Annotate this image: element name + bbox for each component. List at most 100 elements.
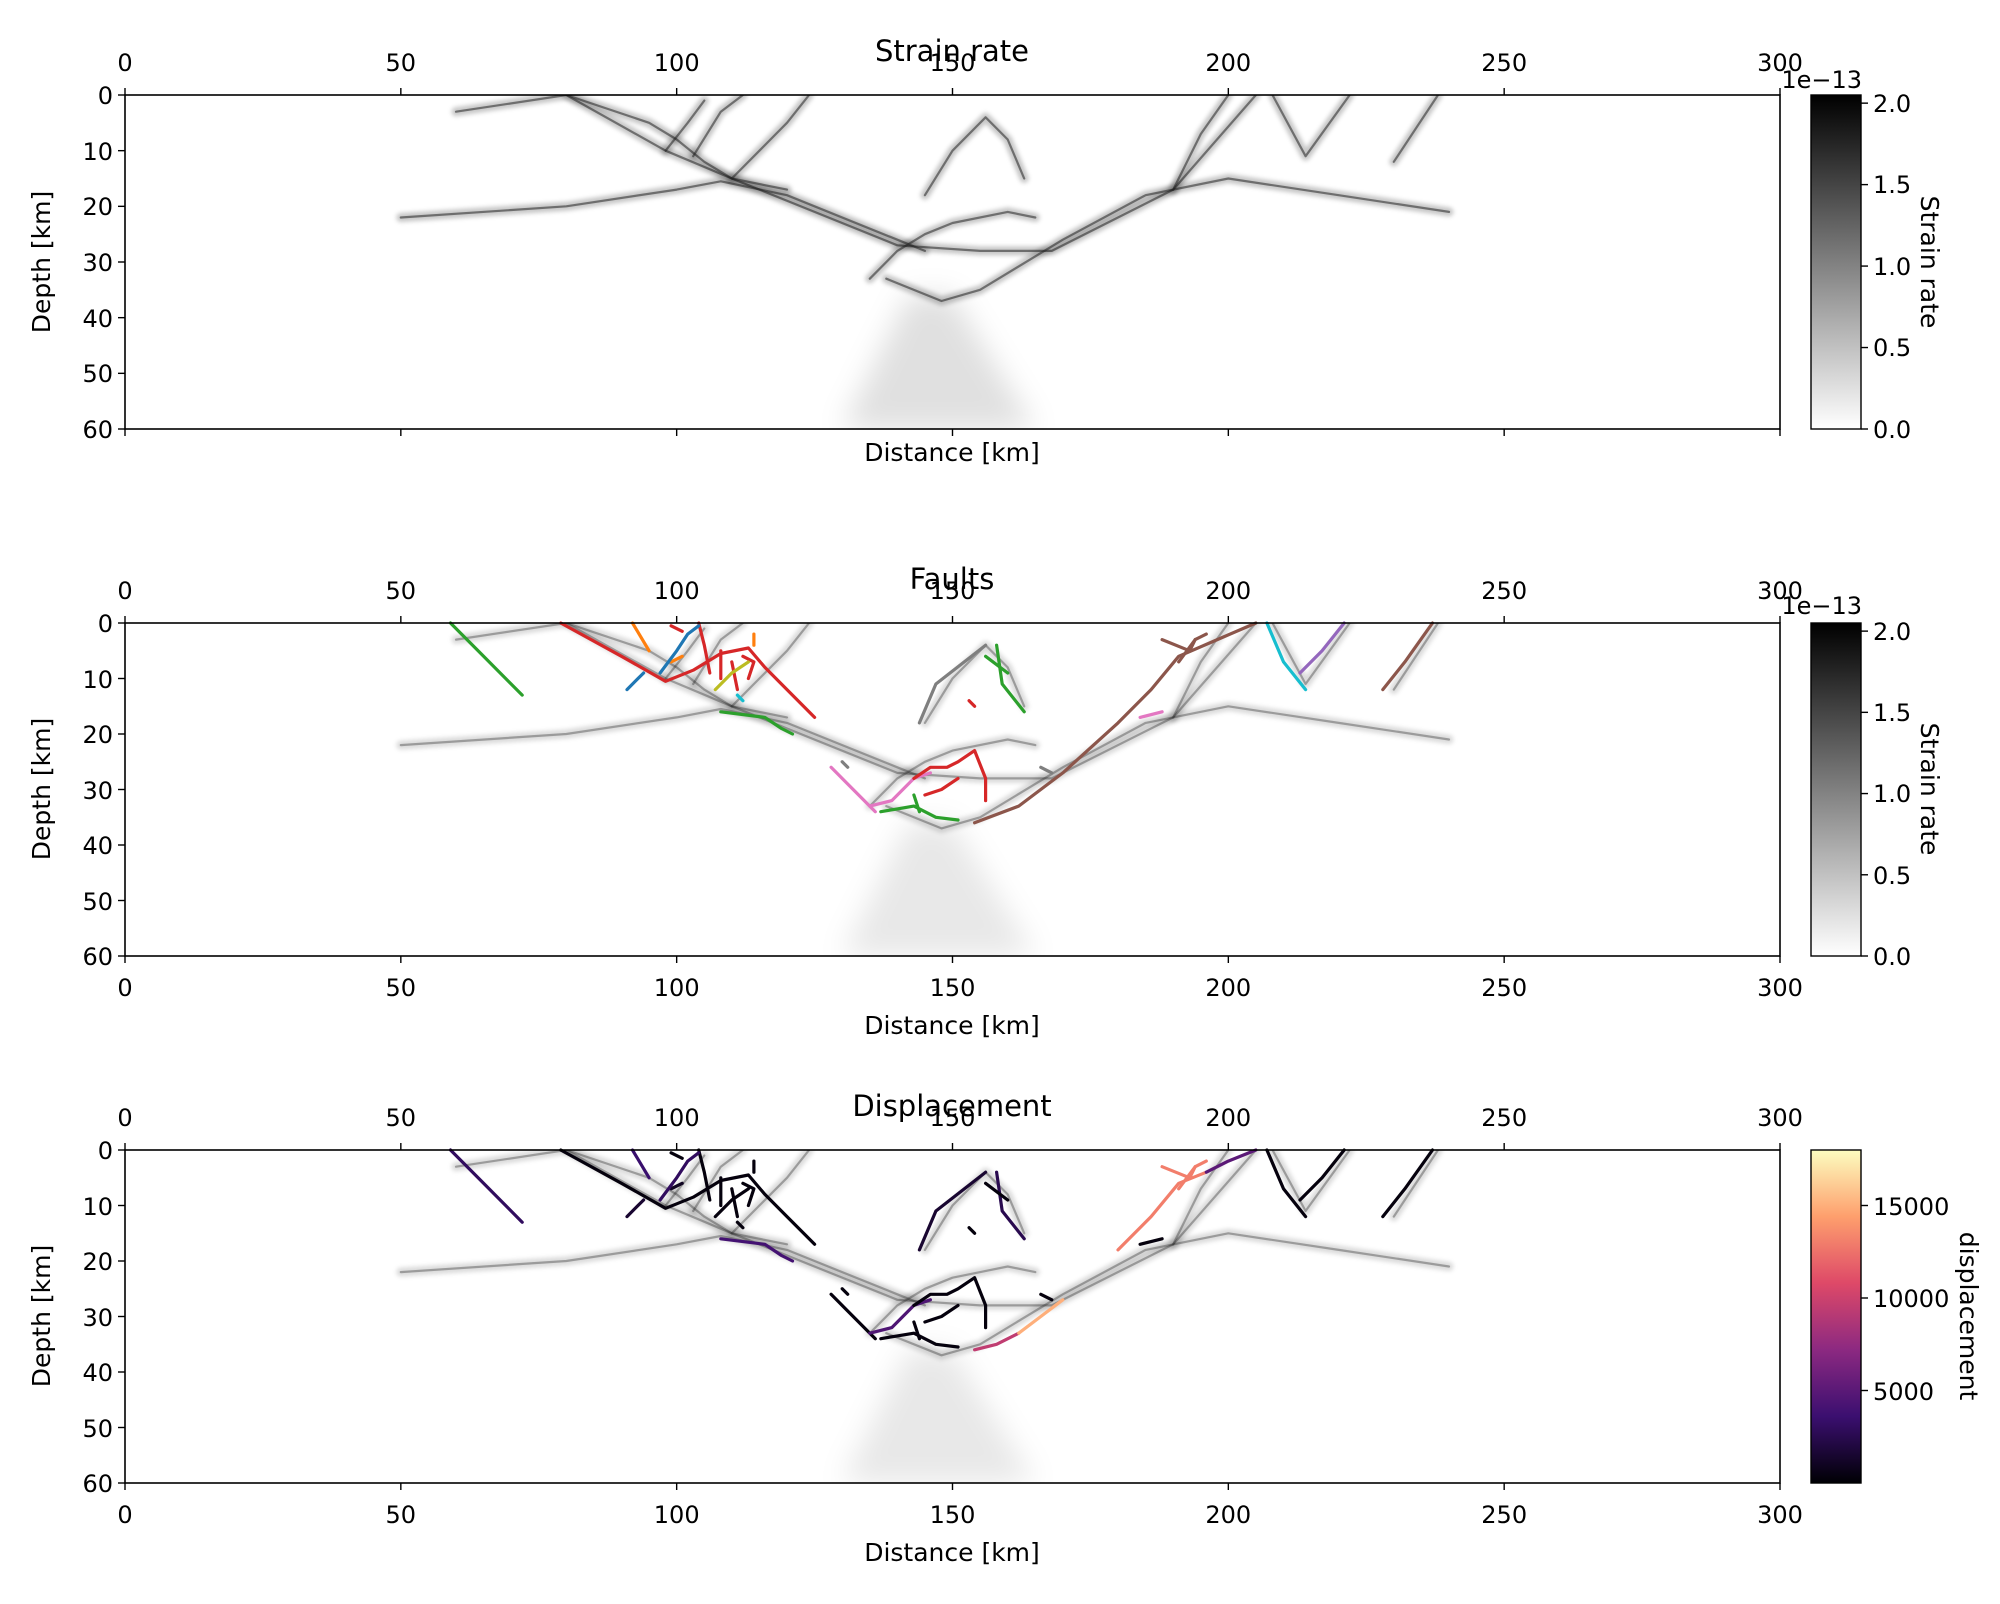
fault-line [1265, 621, 1308, 692]
fault-line [973, 621, 1258, 825]
shear-band [454, 95, 1257, 252]
x-tick-label-top: 250 [1481, 49, 1527, 77]
colorbar-tick-label: 1.5 [1873, 699, 1911, 727]
fault-line [912, 793, 921, 814]
fault-line [829, 765, 877, 814]
x-axis-top: 0 50 100 150 200 250 300 [117, 577, 1803, 605]
shear-band [454, 623, 1257, 780]
fault-line [1265, 1148, 1308, 1219]
y-tick-label: 40 [82, 832, 113, 860]
y-axis-label: Depth [km] [27, 191, 56, 333]
shear-band [1392, 623, 1440, 691]
x-tick-label-top: 0 [117, 1104, 132, 1132]
x-tick-label-top: 150 [930, 1104, 976, 1132]
y-tick-label: 30 [82, 249, 113, 277]
colorbar-tick-label: 10000 [1873, 1285, 1949, 1313]
shear-band-halo [396, 1231, 930, 1310]
shear-band [664, 99, 706, 152]
shear-band [730, 95, 811, 180]
x-tick-label-top: 150 [930, 49, 976, 77]
x-tick-label: 300 [1757, 1501, 1803, 1529]
strain-background [396, 623, 1454, 956]
shear-band-halo [451, 1150, 1261, 1310]
x-tick-label: 250 [1481, 974, 1527, 1002]
shear-band [923, 116, 1026, 197]
x-tick-label-top: 50 [386, 1104, 417, 1132]
chart-title: Displacement [852, 1089, 1051, 1123]
shear-band-halo [451, 623, 1261, 783]
y-tick-label: 50 [82, 360, 113, 388]
fault-line [868, 1298, 932, 1335]
colorbar-tick-label: 1.5 [1873, 171, 1911, 199]
x-tick-label-top: 100 [654, 577, 700, 605]
fault-line [1039, 765, 1054, 775]
shear-band [1392, 1150, 1440, 1218]
shear-band [1271, 95, 1351, 158]
y-axis: 0 10 20 30 40 50 60 Depth [km] [27, 610, 113, 971]
x-tick-label-top: 200 [1205, 49, 1251, 77]
x-tick-label-top: 300 [1757, 577, 1803, 605]
fault-line [984, 1181, 1010, 1202]
fault-line [730, 660, 739, 692]
fault-line [713, 660, 750, 692]
chart-title: Strain rate [875, 34, 1029, 68]
fault-line [697, 1148, 712, 1202]
fault-line [625, 1198, 646, 1219]
panel-strain-rate: Strain rate 0 50 100 150 200 250 300 0 1… [27, 34, 1944, 467]
fault-line [697, 621, 712, 675]
ticks [118, 616, 1868, 963]
fault-line [735, 1220, 745, 1230]
shear-band [692, 1150, 744, 1213]
shear-band-halo [1268, 1150, 1355, 1216]
y-tick-label: 0 [98, 610, 113, 638]
colorbar-tick-label: 0.5 [1873, 334, 1911, 362]
shear-band [868, 738, 1037, 808]
fault-line [923, 1303, 960, 1324]
colorbar-tick-label: 0.0 [1873, 943, 1911, 971]
x-tick-label-top: 300 [1757, 1104, 1803, 1132]
fault-line [669, 1181, 684, 1191]
shear-band-halo [1168, 623, 1233, 722]
fault-line [1138, 710, 1164, 719]
fault-line [967, 1226, 977, 1235]
fault-line [1381, 1148, 1435, 1219]
colorbar-gradient [1810, 622, 1862, 957]
y-axis-label: Depth [km] [27, 718, 56, 860]
y-axis-label: Depth [km] [27, 1245, 56, 1387]
shear-band [868, 1265, 1037, 1335]
shear-band [399, 180, 926, 252]
fault-line [912, 1276, 988, 1330]
x-axis-label: Distance [km] [864, 438, 1040, 467]
y-tick-label: 40 [82, 305, 113, 333]
shear-band [692, 623, 744, 686]
colorbar: 5000 10000 15000 displacement [1810, 1149, 1983, 1484]
colorbar-tick-label: 15000 [1873, 1193, 1949, 1221]
strain-background [396, 95, 1454, 429]
fault-line [1298, 1148, 1346, 1202]
fault-line [1116, 1170, 1208, 1252]
shear-band-halo [1168, 1150, 1233, 1249]
shear-band-halo [727, 623, 814, 711]
x-tick-label-top: 250 [1481, 1104, 1527, 1132]
colorbar-tick-label: 2.0 [1873, 90, 1911, 118]
y-tick-label: 30 [82, 1304, 113, 1332]
x-tick-label: 100 [654, 974, 700, 1002]
colorbar-tick-label: 0.0 [1873, 416, 1911, 444]
y-tick-label: 20 [82, 1248, 113, 1276]
fault-line [829, 1292, 877, 1341]
shear-band [565, 95, 789, 191]
y-tick-label: 0 [98, 82, 113, 110]
x-axis-top: 0 50 100 150 200 250 300 [117, 1104, 1803, 1132]
colorbar-gradient [1810, 1149, 1862, 1484]
shear-band [454, 1150, 1257, 1307]
fault-line [448, 1148, 524, 1224]
x-axis-label: Distance [km] [864, 1011, 1040, 1040]
fault-line [840, 1287, 850, 1296]
colorbar-tick-label: 5000 [1873, 1378, 1934, 1406]
shear-band [692, 95, 744, 158]
x-tick-label-top: 200 [1205, 1104, 1251, 1132]
diffuse-zone [842, 822, 1036, 956]
